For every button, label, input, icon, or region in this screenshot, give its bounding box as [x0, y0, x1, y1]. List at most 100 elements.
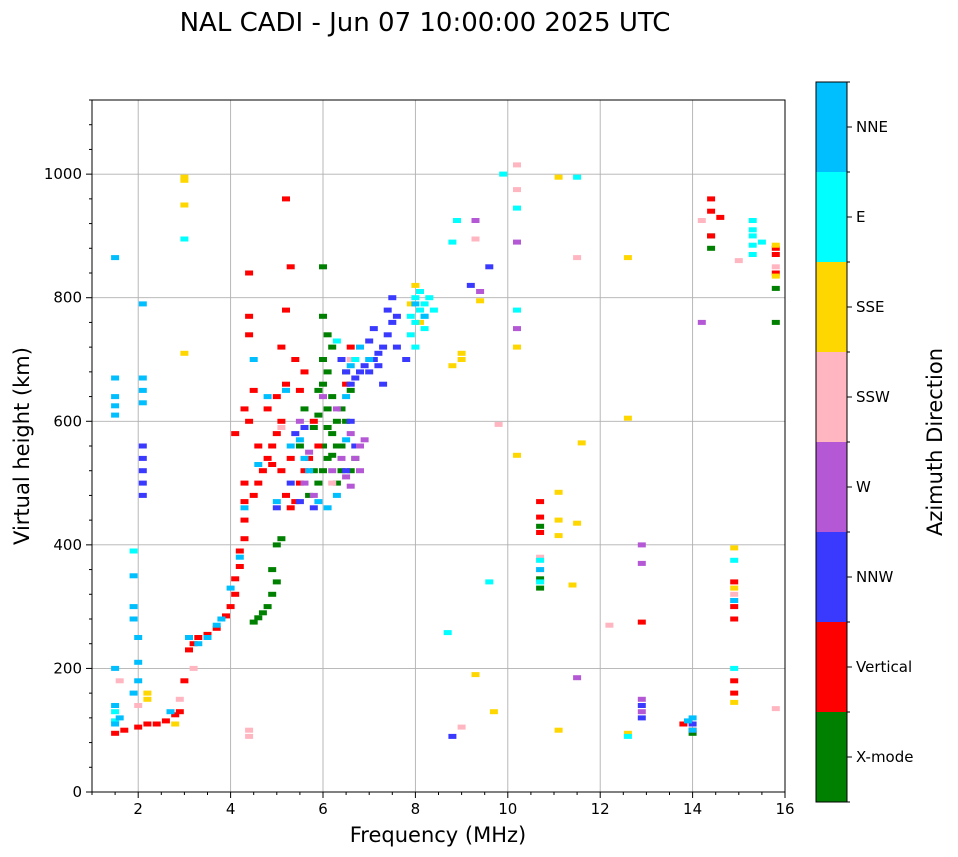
plot-frame [91, 99, 786, 793]
point-vertical [291, 357, 300, 362]
point-sse [180, 174, 189, 180]
point-vertical [286, 455, 295, 461]
point-sse [448, 363, 457, 369]
point-nne [263, 394, 272, 400]
point-nnw [392, 344, 401, 350]
point-w [305, 449, 314, 455]
point-nne [314, 499, 323, 505]
point-nne [111, 665, 120, 671]
point-sse [513, 344, 521, 350]
point-nne [138, 375, 147, 381]
point-w [356, 443, 364, 449]
point-ssw [457, 724, 466, 730]
x-axis-label: Frequency (MHz) [350, 823, 526, 847]
point-vertical [707, 208, 716, 214]
point-e [406, 313, 415, 319]
point-nne [185, 635, 193, 640]
point-nne [688, 715, 697, 721]
point-nnw [138, 492, 147, 498]
colorbar-segment [816, 82, 847, 172]
x-tick-label: 14 [683, 800, 702, 818]
point-e [730, 557, 739, 563]
point-w [637, 709, 646, 715]
point-w [637, 560, 646, 566]
point-x-mode [314, 480, 323, 486]
x-tick-label: 16 [775, 800, 794, 818]
point-nnw [392, 313, 401, 319]
colorbar: X-mode Vertical NNW W SSW SSE E NNE [815, 81, 913, 803]
y-tick-label: 0 [72, 783, 82, 801]
point-nne [134, 659, 143, 665]
point-e [748, 252, 757, 257]
point-sse [489, 709, 498, 715]
point-ssw [605, 622, 614, 628]
point-x-mode [771, 285, 780, 291]
point-sse [730, 545, 739, 551]
point-sse [457, 350, 466, 356]
point-vertical [240, 536, 249, 542]
colorbar-label: NNE [856, 118, 888, 136]
point-ssw [494, 421, 503, 427]
y-axis-ticks: 0 200 400 600 800 1000 [44, 99, 92, 801]
point-sse [554, 489, 563, 495]
point-e [443, 630, 452, 636]
point-nne [282, 387, 290, 393]
point-vertical [300, 468, 309, 474]
point-nne [129, 690, 138, 696]
point-x-mode [332, 443, 341, 449]
point-nne [332, 492, 341, 498]
point-nnw [346, 381, 355, 387]
point-e [536, 557, 545, 563]
colorbar-label: X-mode [856, 748, 913, 766]
point-sse [143, 696, 152, 702]
point-e [499, 171, 508, 177]
point-e [748, 218, 757, 223]
point-nnw [374, 363, 383, 369]
point-nnw [369, 326, 378, 332]
point-ssw [536, 554, 545, 560]
point-nne [129, 604, 138, 610]
point-x-mode [536, 523, 545, 529]
point-sse [471, 672, 480, 678]
point-ssw [771, 706, 780, 712]
point-vertical [120, 727, 129, 733]
point-vertical [152, 721, 161, 727]
point-sse [180, 350, 189, 356]
colorbar-label: E [856, 208, 865, 226]
point-nne [688, 727, 697, 733]
y-tick-label: 600 [53, 412, 82, 430]
point-e [180, 236, 189, 242]
point-vertical [240, 406, 249, 412]
colorbar-segment [816, 442, 847, 532]
point-sse [476, 298, 485, 304]
point-nne [203, 635, 212, 640]
point-sse [771, 273, 780, 279]
point-nne [212, 622, 221, 628]
point-nnw [485, 264, 494, 270]
point-nne [194, 641, 203, 647]
point-x-mode [337, 443, 346, 449]
point-nnw [291, 431, 300, 437]
point-nne [138, 400, 147, 406]
point-nne [111, 412, 120, 418]
point-nne [115, 715, 124, 721]
point-nne [411, 301, 420, 307]
point-e [485, 579, 494, 585]
point-ssw [471, 236, 480, 242]
x-tick-label: 10 [498, 800, 517, 818]
point-e [623, 733, 632, 739]
point-x-mode [319, 381, 327, 387]
point-nnw [369, 357, 378, 362]
point-sse [457, 357, 466, 362]
point-nne [134, 635, 143, 640]
point-x-mode [319, 443, 327, 449]
point-vertical [771, 245, 780, 251]
point-vertical [314, 443, 323, 449]
point-w [332, 406, 341, 412]
point-vertical [716, 214, 725, 220]
point-vertical [272, 394, 281, 400]
point-vertical [309, 418, 318, 424]
x-tick-label: 4 [226, 800, 236, 818]
point-vertical [171, 712, 180, 718]
point-nne [272, 499, 281, 505]
